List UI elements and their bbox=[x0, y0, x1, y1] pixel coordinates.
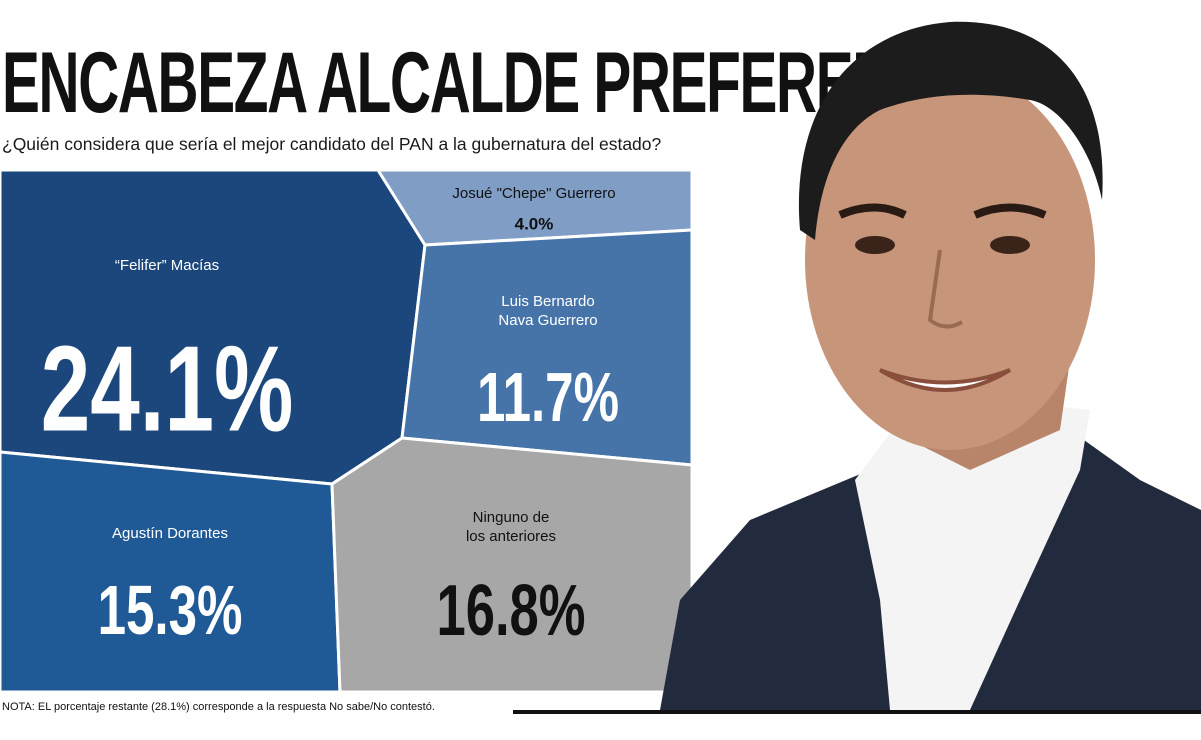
cell-name-josu-chepe-guerrero: Josué "Chepe" Guerrero bbox=[452, 185, 615, 202]
eye-right bbox=[990, 236, 1030, 254]
cell-name-luis-bernardo-nava-guerrero: Luis Bernardo bbox=[501, 293, 594, 310]
cell-name-ninguno-de-los-anteriores: los anteriores bbox=[466, 528, 556, 545]
cell-name-luis-bernardo-nava-guerrero: Nava Guerrero bbox=[498, 312, 597, 329]
cell-josu-chepe-guerrero bbox=[376, 170, 692, 247]
cell-value-agust-n-dorantes: 15.3% bbox=[98, 571, 243, 649]
cell-agust-n-dorantes bbox=[0, 450, 342, 692]
cell-value-josu-chepe-guerrero: 4.0% bbox=[515, 215, 554, 234]
cell-value-ninguno-de-los-anteriores: 16.8% bbox=[437, 571, 586, 651]
face bbox=[805, 70, 1095, 450]
footnote: NOTA: EL porcentaje restante (28.1%) cor… bbox=[2, 701, 435, 713]
nose bbox=[927, 249, 964, 329]
treemap-chart: “Felifer” Macías 24.1% Josué "Chepe" Guerr… bbox=[0, 170, 692, 692]
eyebrow-right bbox=[973, 203, 1047, 219]
man-portrait-illustration bbox=[660, 21, 1201, 710]
eyebrow-left bbox=[838, 203, 907, 219]
cell-name-agust-n-dorantes: Agustín Dorantes bbox=[112, 525, 228, 542]
shirt-collar bbox=[855, 400, 1090, 710]
cell-value-felifer-mac-as: 24.1% bbox=[41, 319, 294, 456]
portrait-photo bbox=[660, 21, 1201, 710]
eye-left bbox=[855, 236, 895, 254]
cell-ninguno-de-los-anteriores bbox=[330, 436, 692, 692]
hair bbox=[798, 21, 1103, 240]
cell-name-felifer-mac-as: “Felifer” Macías bbox=[115, 257, 219, 274]
survey-question: ¿Quién considera que sería el mejor cand… bbox=[2, 134, 662, 154]
smile bbox=[878, 368, 1012, 392]
cell-luis-bernardo-nava-guerrero bbox=[400, 228, 692, 467]
cell-value-luis-bernardo-nava-guerrero: 11.7% bbox=[477, 358, 619, 436]
cell-name-ninguno-de-los-anteriores: Ninguno de bbox=[473, 509, 550, 526]
bottom-rule bbox=[513, 710, 1201, 714]
